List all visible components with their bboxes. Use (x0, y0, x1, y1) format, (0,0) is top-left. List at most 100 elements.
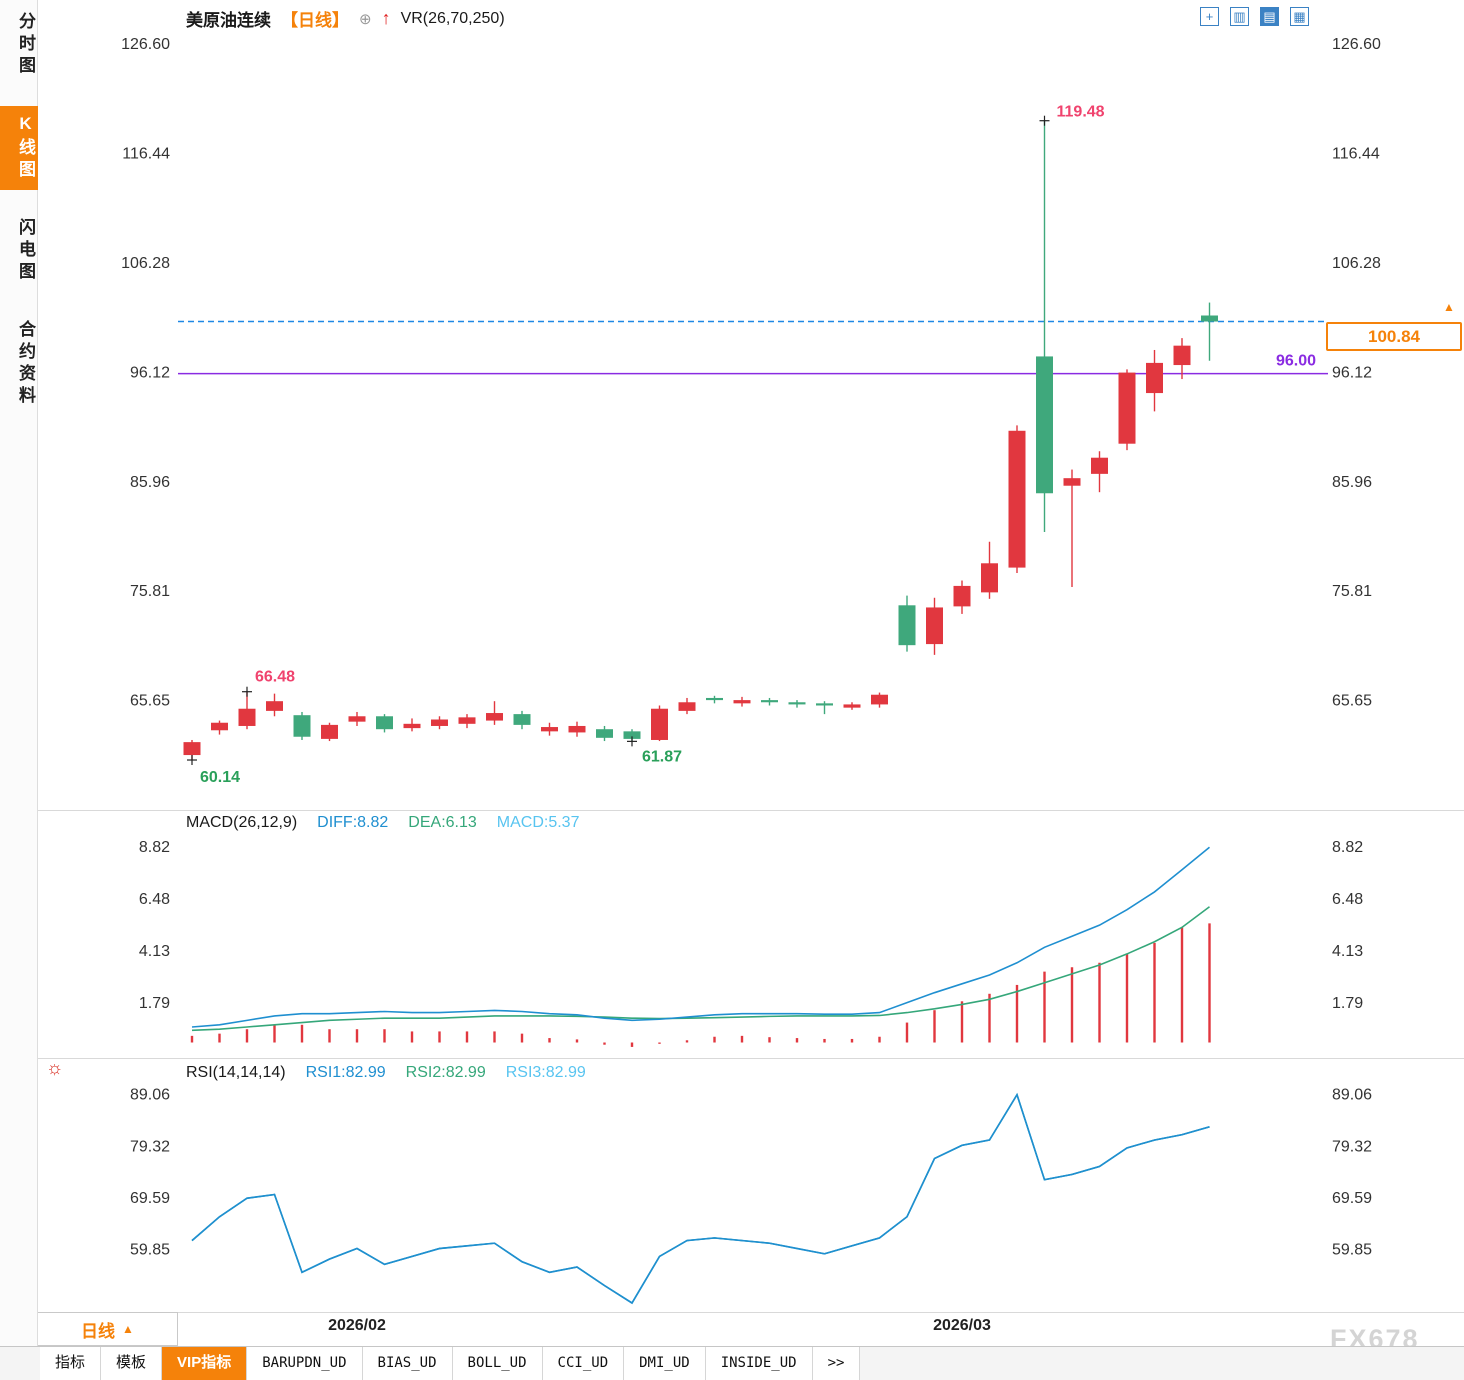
candle-body[interactable] (458, 717, 476, 724)
candle-body[interactable] (981, 563, 998, 593)
bottom-tab-bias-ud[interactable]: BIAS_UD (362, 1347, 453, 1380)
candle-body[interactable] (1036, 356, 1053, 494)
indicator-readout: DEA:6.13 (408, 814, 477, 831)
y-axis-tick: 6.48 (139, 891, 170, 908)
candle-body[interactable] (953, 585, 971, 607)
candle-body[interactable] (1008, 430, 1026, 568)
dea-line (191, 906, 1210, 1032)
candle-body[interactable] (431, 719, 448, 726)
bottom-tab-vip-indicators[interactable]: VIP指标 (162, 1347, 248, 1380)
candle-body[interactable] (513, 714, 531, 725)
panel-divider (38, 1312, 1464, 1313)
rsi-header: RSI(14,14,14) RSI1:82.99 RSI2:82.99 RSI3:82… (186, 1064, 586, 1082)
price-hline-label: 96.00 (1276, 353, 1316, 370)
bottom-tab-templates[interactable]: 模板 (101, 1347, 163, 1380)
period-badge[interactable]: 【日线】 (281, 11, 349, 30)
y-axis-tick: 1.79 (1332, 995, 1363, 1012)
candle-body[interactable] (843, 704, 861, 708)
candle-body[interactable] (733, 700, 751, 704)
y-axis-tick: 126.60 (1332, 36, 1381, 53)
sidebar-tab-contract-info[interactable]: 合约资料 (16, 320, 35, 408)
bottom-tab-inside-ud[interactable]: INSIDE_UD (705, 1347, 813, 1380)
layout-grid-icon[interactable]: ▥ (1230, 7, 1249, 26)
candle-body[interactable] (486, 713, 503, 721)
candle-body[interactable] (1201, 315, 1218, 322)
candle-body[interactable] (1146, 362, 1163, 394)
candlestick-chart[interactable]: 126.60 126.60 116.44 116.44 106.28 106.28 96.1… (0, 30, 1464, 810)
candle-body[interactable] (898, 605, 916, 646)
candle-body[interactable] (376, 716, 393, 730)
candle-body[interactable] (1118, 372, 1136, 444)
candle-body[interactable] (293, 715, 311, 737)
candle-body[interactable] (403, 723, 421, 729)
candle-body[interactable] (266, 701, 283, 711)
candle-body[interactable] (926, 607, 943, 645)
bottom-tab-cci-ud[interactable]: CCI_UD (542, 1347, 625, 1380)
candle-body[interactable] (706, 697, 723, 701)
circled-plus-icon[interactable]: ⊕ (359, 10, 372, 28)
y-axis-tick: 6.48 (1332, 891, 1363, 908)
y-axis-tick: 69.59 (1332, 1190, 1372, 1207)
bottom-tab-more[interactable]: >> (812, 1347, 861, 1380)
y-axis-tick: 96.12 (1332, 364, 1372, 381)
rsi-chart[interactable]: 89.06 89.06 79.32 79.32 69.59 69.59 59.85 59.85 (0, 1058, 1464, 1312)
candle-body[interactable] (761, 700, 778, 703)
candle-body[interactable] (568, 725, 586, 733)
candle-body[interactable] (183, 742, 201, 756)
y-axis-tick: 126.60 (121, 36, 170, 53)
bar-chart-icon[interactable]: ▤ (1260, 7, 1279, 26)
candle-body[interactable] (1063, 478, 1081, 486)
bottom-tab-dmi-ud[interactable]: DMI_UD (624, 1347, 706, 1380)
bottom-tab-indicators[interactable]: 指标 (40, 1347, 102, 1380)
vr-indicator-label: VR(26,70,250) (400, 9, 505, 27)
candle-body[interactable] (238, 708, 256, 726)
x-axis-label: 2026/03 (933, 1317, 991, 1334)
candle-body[interactable] (651, 708, 668, 740)
candle-body[interactable] (816, 703, 833, 706)
red-up-arrow-icon: ↑ (381, 8, 391, 28)
y-axis-tick: 4.13 (1332, 943, 1363, 960)
y-axis-tick: 8.82 (1332, 839, 1363, 856)
indicator-readout: RSI3:82.99 (505, 1064, 586, 1081)
period-selector-label: 日线 (81, 1321, 116, 1341)
bottom-tab-boll-ud[interactable]: BOLL_UD (452, 1347, 543, 1380)
period-selector[interactable]: 日线 ▲ (38, 1312, 178, 1346)
price-annotation: 119.48 (1057, 104, 1105, 121)
bottom-tab-barupdn-ud[interactable]: BARUPDN_UD (247, 1347, 363, 1380)
sidebar-tab-kline-chart[interactable]: K线图 (0, 106, 38, 190)
sidebar-tab-lightning-chart[interactable]: 闪电图 (16, 218, 35, 284)
rsi2-line (191, 1093, 1210, 1304)
candle-body[interactable] (541, 727, 558, 732)
candle-body[interactable] (788, 702, 806, 705)
candle-body[interactable] (871, 694, 888, 705)
macd-chart[interactable]: 8.82 8.82 6.48 6.48 4.13 4.13 1.79 1.79 (0, 810, 1464, 1058)
panel-divider (38, 810, 1464, 811)
macd-header: MACD(26,12,9) DIFF:8.82 DEA:6.13 MACD:5.37 (186, 814, 579, 832)
indicator-readout: RSI2:82.99 (405, 1064, 486, 1081)
candle-body[interactable] (348, 716, 366, 722)
y-axis-tick: 106.28 (1332, 255, 1381, 272)
candle-body[interactable] (1091, 457, 1108, 474)
last-price-tag: 100.84 (1326, 322, 1462, 351)
candle-body[interactable] (678, 702, 696, 711)
candle-body[interactable] (596, 729, 613, 738)
candle-body[interactable] (623, 731, 641, 739)
indicator-readout: MACD:5.37 (496, 814, 580, 831)
x-axis-label: 2026/02 (328, 1317, 386, 1334)
candle-body[interactable] (211, 722, 228, 731)
indicator-settings-icon[interactable]: ☼ (46, 1058, 64, 1079)
crosshair-icon[interactable]: + (1200, 7, 1219, 26)
y-axis-tick: 8.82 (139, 839, 170, 856)
y-axis-tick: 69.59 (130, 1190, 170, 1207)
y-axis-tick: 65.65 (130, 693, 170, 710)
y-axis-tick: 79.32 (1332, 1138, 1372, 1155)
panel-layout-icon[interactable]: ▦ (1290, 7, 1309, 26)
sidebar-tab-time-chart[interactable]: 分时图 (16, 12, 35, 78)
sidebar: 分时图 K线图闪电图合约资料 (0, 0, 38, 1380)
y-axis-tick: 106.28 (121, 255, 170, 272)
chart-toolbar: + ▥ ▤ ▦ (1200, 7, 1309, 26)
candle-body[interactable] (1173, 345, 1191, 366)
y-axis-tick: 96.12 (130, 364, 170, 381)
candle-body[interactable] (321, 724, 338, 739)
